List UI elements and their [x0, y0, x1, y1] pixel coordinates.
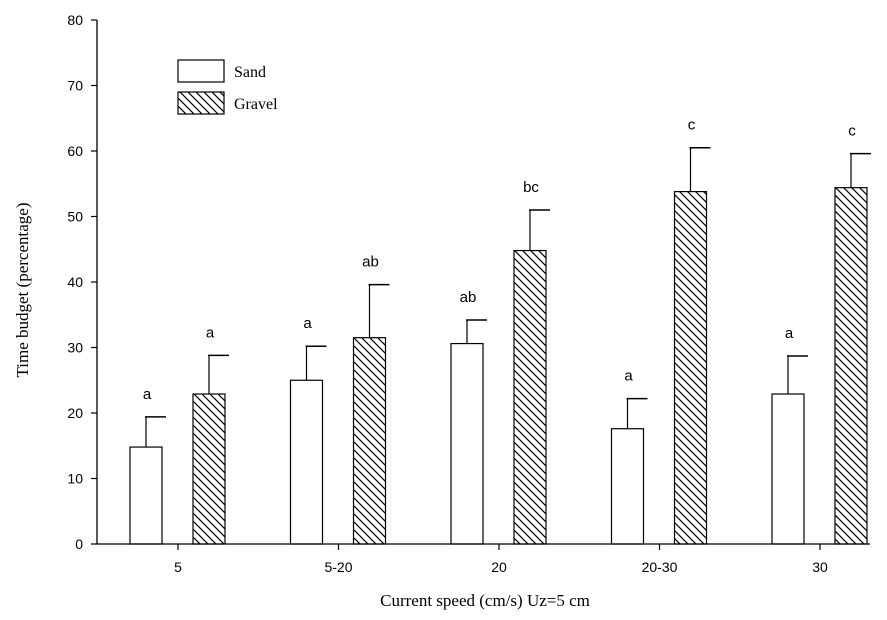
y-tick-label: 60 — [67, 143, 83, 159]
bar-sand-5 — [129, 446, 163, 545]
y-axis-title: Time budget (percentage) — [13, 203, 32, 378]
significance-label: bc — [523, 179, 539, 196]
legend-label-sand: Sand — [234, 64, 266, 81]
significance-labels: a a a ab ab bc a c a c — [143, 117, 856, 403]
y-tick-label: 80 — [67, 12, 83, 28]
significance-label: a — [143, 386, 152, 403]
y-tick-label: 70 — [67, 78, 83, 94]
x-tick-label: 30 — [812, 559, 828, 575]
legend-swatch-gravel — [177, 91, 225, 115]
significance-label: c — [848, 123, 856, 140]
significance-label: c — [688, 117, 696, 134]
bar-gravel-20-30 — [673, 191, 708, 545]
bar-gravel-20 — [513, 249, 547, 545]
bar-sand-20 — [450, 342, 484, 545]
y-tick-label: 40 — [67, 274, 83, 290]
y-axis-ticks: 0 10 20 30 40 50 60 70 80 — [67, 12, 97, 552]
bar-gravel-5 — [192, 393, 226, 545]
bar-gravel-30 — [834, 187, 868, 545]
bar-sand-30 — [771, 393, 805, 545]
y-tick-label: 20 — [67, 405, 83, 421]
bar-sand-5-20 — [289, 379, 324, 545]
bar-sand-20-30 — [610, 428, 645, 545]
significance-label: ab — [362, 254, 379, 271]
significance-label: a — [624, 368, 633, 385]
x-tick-label: 20-30 — [642, 559, 678, 575]
x-axis-ticks: 5 5-20 20 20-30 30 — [174, 544, 828, 575]
bars — [129, 187, 868, 545]
x-tick-label: 5 — [174, 559, 182, 575]
significance-label: ab — [460, 289, 477, 306]
legend: Sand Gravel — [177, 59, 278, 115]
x-axis-title: Current speed (cm/s) Uz=5 cm — [380, 591, 590, 610]
significance-label: a — [303, 315, 312, 332]
error-bars — [145, 146, 871, 448]
x-tick-label: 5-20 — [324, 559, 352, 575]
x-tick-label: 20 — [491, 559, 507, 575]
legend-swatch-sand — [177, 59, 225, 83]
legend-label-gravel: Gravel — [234, 96, 278, 113]
y-tick-label: 50 — [67, 209, 83, 225]
y-tick-label: 30 — [67, 340, 83, 356]
y-tick-label: 10 — [67, 471, 83, 487]
significance-label: a — [206, 324, 215, 341]
bar-gravel-5-20 — [352, 337, 387, 545]
y-tick-label: 0 — [75, 536, 83, 552]
significance-label: a — [785, 325, 794, 342]
